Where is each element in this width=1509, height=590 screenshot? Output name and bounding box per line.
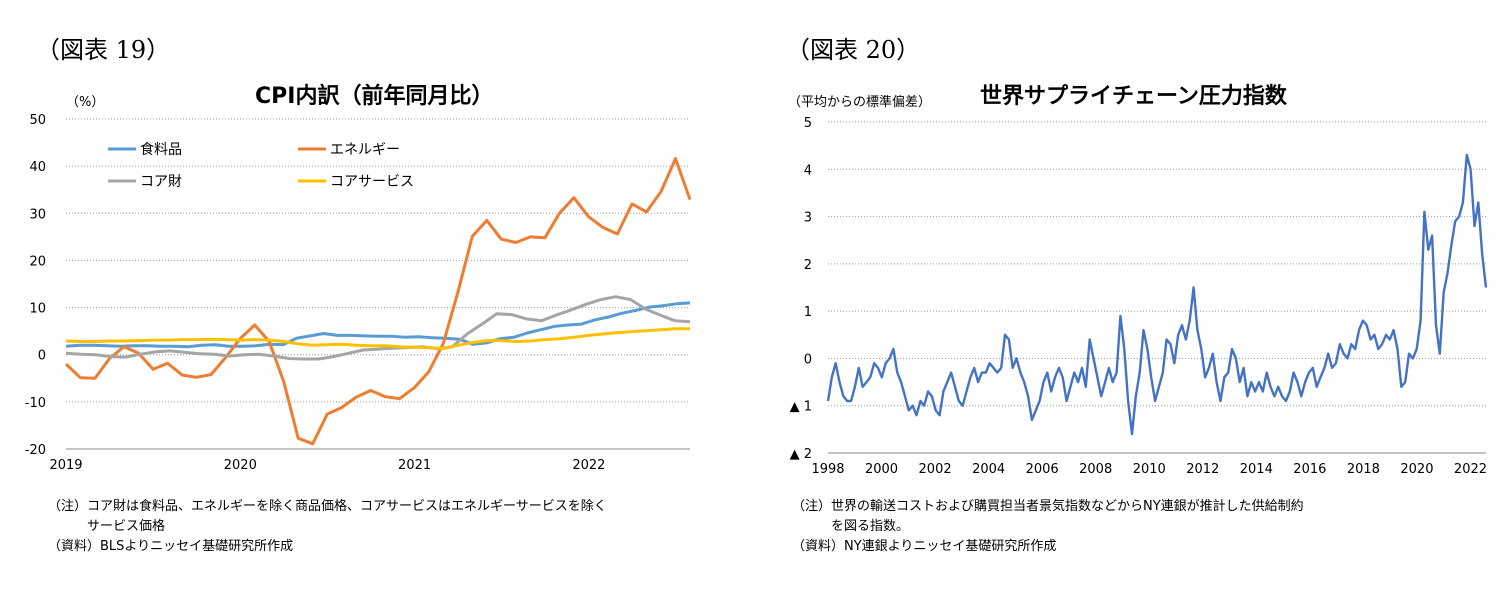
- cpi-series-lines: [64, 157, 692, 446]
- gscpi-x-tick-label: 2008: [1079, 462, 1112, 477]
- gscpi-gridlines: [828, 121, 1486, 407]
- figure-label-19: （図表 19）: [36, 36, 171, 64]
- gscpi-x-tick-label: 2022: [1454, 462, 1487, 477]
- right-panel: （図表 20） 世界サプライチェーン圧力指数 （平均からの標準偏差） 5 4 3 2 1…: [760, 0, 1509, 590]
- left-note-1: （注）コア財は食料品、エネルギーを除く商品価格、コアサービスはエネルギーサービス…: [48, 499, 607, 514]
- gscpi-y-unit: （平均からの標準偏差）: [788, 95, 932, 110]
- right-source: （資料）NY連銀よりニッセイ基礎研究所作成: [792, 539, 1057, 554]
- cpi-y-tick-label: 20: [29, 254, 46, 269]
- cpi-y-tick-label: 30: [29, 207, 46, 222]
- gscpi-x-tick-label: 2004: [972, 462, 1005, 477]
- gscpi-y-tick-label: 4: [804, 163, 812, 178]
- cpi-line-food: [65, 301, 691, 349]
- cpi-y-tick-label: -20: [25, 443, 46, 458]
- cpi-y-unit: （%）: [66, 95, 105, 110]
- cpi-y-tick-label: 50: [29, 113, 46, 128]
- legend-label-core_services: コアサービス: [330, 174, 414, 190]
- gscpi-x-tick-label: 1998: [811, 462, 844, 477]
- cpi-x-tick-label: 2019: [49, 458, 82, 473]
- cpi-x-tick-label: 2020: [224, 458, 257, 473]
- gscpi-series-lines: [826, 153, 1488, 436]
- cpi-chart: 50 40 30 20 10 0 -10 -20 2019 2020 2021 2022 食料品 エネ…: [25, 113, 692, 473]
- cpi-chart-title: CPI内訳（前年同月比）: [255, 84, 494, 109]
- figure-label-20: （図表 20）: [786, 36, 921, 64]
- gscpi-y-tick-label: 1: [804, 305, 812, 320]
- legend-label-core_goods: コア財: [140, 174, 182, 190]
- right-note-2: を図る指数。: [792, 519, 910, 534]
- gscpi-y-ticks: 5 4 3 2 1 0 ▲ 1 ▲ 2: [790, 116, 812, 462]
- cpi-line-energy: [64, 157, 692, 446]
- gscpi-x-tick-label: 2002: [919, 462, 952, 477]
- gscpi-x-tick-label: 2006: [1026, 462, 1059, 477]
- cpi-y-tick-label: -10: [25, 396, 46, 411]
- gscpi-y-tick-label: 0: [804, 352, 812, 367]
- gscpi-x-ticks: 1998 2000 2002 2004 2006 2008 2010 2012 2014 2016…: [811, 452, 1487, 477]
- gscpi-chart: 5 4 3 2 1 0 ▲ 1 ▲ 2 1998 2000 2002 2004 2006 2008 201…: [790, 116, 1488, 477]
- gscpi-x-tick-label: 2018: [1347, 462, 1380, 477]
- cpi-y-tick-label: 10: [29, 302, 46, 317]
- cpi-y-tick-label: 0: [38, 349, 46, 364]
- gscpi-x-tick-label: 2020: [1400, 462, 1433, 477]
- gscpi-y-tick-label: 2: [804, 258, 812, 273]
- gscpi-y-tick-label: ▲ 1: [790, 400, 812, 415]
- left-panel: （図表 19） CPI内訳（前年同月比） （%） 50 40 30 20 10 0 -10 -…: [0, 0, 745, 590]
- gscpi-chart-title: 世界サプライチェーン圧力指数: [980, 84, 1287, 109]
- cpi-y-tick-label: 40: [29, 160, 46, 175]
- gscpi-line-index: [826, 153, 1488, 436]
- gscpi-x-tick-label: 2010: [1133, 462, 1166, 477]
- gscpi-x-tick-label: 2014: [1240, 462, 1273, 477]
- gscpi-y-tick-label: ▲ 2: [790, 447, 812, 462]
- cpi-x-tick-label: 2022: [572, 458, 605, 473]
- cpi-y-ticks: 50 40 30 20 10 0 -10 -20: [25, 113, 46, 458]
- cpi-x-tick-label: 2021: [398, 458, 431, 473]
- legend-label-energy: エネルギー: [330, 142, 400, 158]
- cpi-gridlines: [66, 118, 690, 403]
- gscpi-x-tick-label: 2000: [865, 462, 898, 477]
- right-note-1: （注）世界の輸送コストおよび購買担当者景気指数などからNY連銀が推計した供給制約: [792, 499, 1304, 514]
- gscpi-x-tick-label: 2012: [1186, 462, 1219, 477]
- gscpi-x-tick-label: 2016: [1293, 462, 1326, 477]
- cpi-line-core_services: [65, 327, 690, 351]
- left-source: （資料）BLSよりニッセイ基礎研究所作成: [48, 539, 294, 554]
- left-note-2: サービス価格: [48, 519, 166, 534]
- legend-label-food: 食料品: [140, 141, 182, 158]
- gscpi-y-tick-label: 3: [804, 211, 812, 226]
- gscpi-y-tick-label: 5: [804, 116, 812, 131]
- cpi-x-ticks: 2019 2020 2021 2022: [49, 448, 690, 473]
- cpi-line-core_goods: [65, 295, 691, 361]
